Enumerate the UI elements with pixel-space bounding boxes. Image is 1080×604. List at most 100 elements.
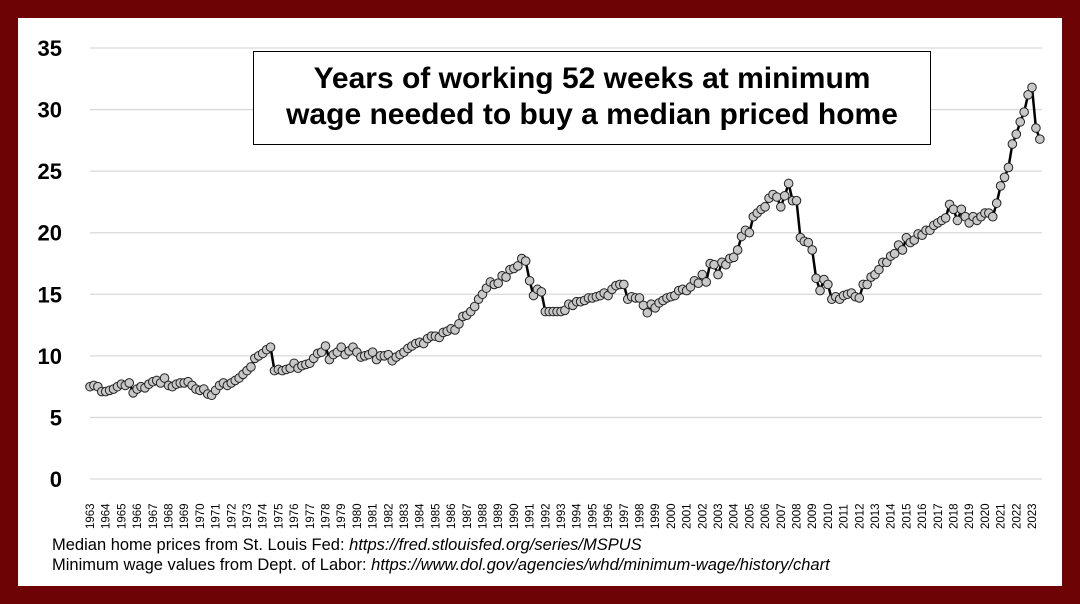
y-tick-label: 5	[50, 405, 62, 430]
x-tick-label: 2006	[760, 503, 772, 529]
x-tick-label: 1972	[226, 503, 238, 529]
y-tick-label: 15	[38, 282, 62, 307]
x-tick-label: 1987	[462, 503, 474, 529]
x-tick-label: 1988	[478, 503, 490, 529]
data-point	[854, 293, 865, 303]
data-point	[1011, 129, 1022, 139]
data-point	[783, 178, 794, 189]
x-tick-label: 2021	[996, 503, 1008, 529]
x-tick-label: 2015	[901, 503, 913, 529]
data-point	[791, 195, 802, 206]
y-tick-label: 10	[38, 344, 62, 369]
source-note-2: Minimum wage values from Dept. of Labor:…	[52, 556, 830, 575]
x-tick-label: 1965	[116, 503, 128, 529]
data-point	[634, 293, 645, 303]
data-point	[454, 319, 464, 329]
source-note-2-text: Minimum wage values from Dept. of Labor:	[52, 556, 372, 574]
source-link-fred[interactable]: https://fred.stlouisfed.org/series/MSPUS	[349, 536, 642, 554]
source-note-1: Median home prices from St. Louis Fed: h…	[52, 536, 642, 555]
data-point	[897, 245, 908, 255]
data-point	[493, 278, 504, 289]
data-point	[1023, 89, 1033, 100]
data-point	[513, 261, 523, 271]
data-point	[811, 273, 821, 284]
x-tick-label: 2009	[807, 503, 819, 529]
data-point	[760, 202, 770, 212]
x-tick-label: 1991	[525, 503, 537, 529]
x-tick-label: 1976	[289, 503, 301, 529]
x-tick-label: 1979	[336, 503, 348, 529]
x-tick-label: 2018	[949, 503, 961, 529]
data-point	[815, 285, 825, 296]
x-tick-label: 2001	[682, 503, 694, 529]
x-tick-label: 1978	[321, 503, 333, 529]
x-tick-label: 2012	[854, 503, 866, 529]
x-tick-label: 1996	[603, 503, 615, 529]
x-tick-label: 1970	[195, 503, 207, 529]
data-point	[265, 342, 276, 353]
x-tick-label: 1980	[352, 503, 364, 529]
x-tick-label: 1967	[148, 503, 160, 529]
title-line-1: Years of working 52 weeks at minimum	[313, 62, 871, 95]
data-point	[693, 278, 704, 289]
y-tick-label: 20	[38, 221, 62, 246]
x-tick-label: 2002	[697, 503, 709, 529]
data-point	[697, 269, 708, 280]
data-point	[956, 204, 967, 215]
x-tick-label: 2019	[964, 503, 976, 529]
x-tick-label: 2023	[1027, 503, 1039, 529]
x-tick-label: 1983	[399, 503, 411, 529]
x-tick-label: 1992	[540, 503, 552, 529]
x-tick-label: 1974	[258, 503, 270, 529]
data-point	[159, 373, 170, 383]
data-point	[713, 269, 723, 280]
data-point	[536, 287, 547, 297]
data-point	[940, 213, 951, 223]
data-point	[732, 245, 743, 255]
x-tick-label: 2011	[839, 504, 851, 529]
x-tick-label: 1984	[415, 503, 427, 529]
x-tick-label: 2022	[1011, 503, 1023, 529]
x-tick-label: 1986	[446, 503, 458, 529]
data-point	[367, 347, 378, 357]
x-tick-label: 1995	[587, 503, 599, 529]
y-tick-label: 35	[38, 36, 62, 61]
y-tick-label: 0	[50, 467, 62, 492]
x-tick-label: 1999	[650, 503, 662, 529]
y-tick-label: 30	[38, 98, 62, 123]
x-tick-label: 2017	[933, 503, 945, 529]
data-point	[520, 256, 531, 266]
data-point	[619, 279, 629, 290]
source-note-1-text: Median home prices from St. Louis Fed:	[52, 536, 350, 554]
data-point	[1015, 117, 1026, 127]
data-point	[1003, 162, 1014, 173]
data-point	[952, 215, 963, 226]
x-tick-label: 1977	[305, 503, 317, 529]
x-tick-label: 1969	[179, 503, 191, 529]
x-tick-label: 2007	[776, 503, 788, 529]
x-tick-label: 1982	[383, 503, 395, 529]
data-point	[862, 279, 872, 290]
data-point	[991, 198, 1002, 208]
data-point	[246, 362, 256, 372]
data-point	[1019, 107, 1029, 117]
x-tick-label: 1994	[572, 503, 584, 529]
data-point	[779, 190, 790, 201]
x-tick-label: 2004	[729, 503, 741, 529]
data-point	[701, 277, 712, 287]
title-line-2: wage needed to buy a median priced home	[286, 98, 898, 131]
x-tick-label: 2014	[886, 503, 898, 529]
chart-panel: 0 5 10 15 20 25 30 35 1963 1964 1965 1966 1967 1968 19…	[18, 18, 1062, 586]
data-point	[948, 204, 959, 215]
x-tick-label: 2005	[744, 503, 756, 529]
data-point	[501, 272, 511, 282]
data-point	[642, 307, 653, 318]
source-link-dol[interactable]: https://www.dol.gov/agencies/whd/minimum…	[371, 556, 830, 574]
x-tick-label: 1963	[85, 503, 97, 529]
data-point	[124, 378, 135, 388]
data-point	[320, 341, 331, 351]
data-point	[803, 237, 814, 248]
y-tick-label: 25	[38, 159, 62, 184]
data-point	[1035, 134, 1045, 144]
x-tick-label: 1998	[635, 503, 647, 529]
